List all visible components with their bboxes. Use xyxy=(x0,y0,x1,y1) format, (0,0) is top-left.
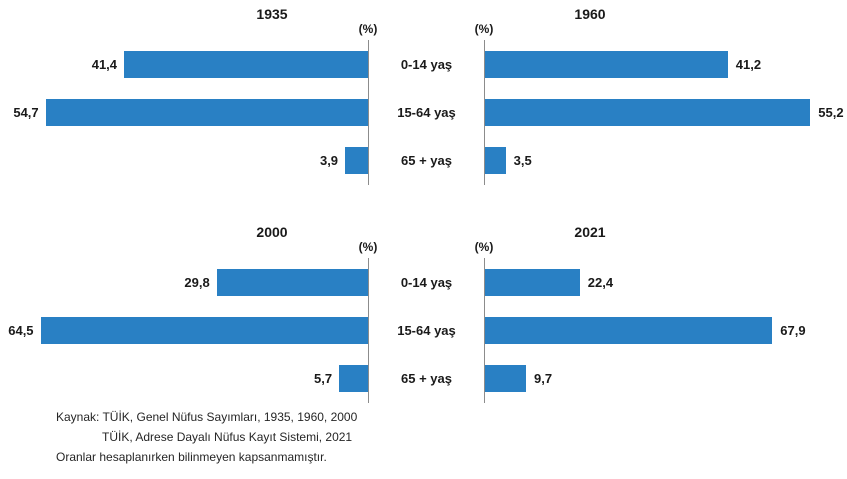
source-line-1: Kaynak: TÜİK, Genel Nüfus Sayımları, 193… xyxy=(56,410,358,424)
percent-axis-label: (%) xyxy=(358,240,378,254)
age-group-labels: 0-14 yaş 15-64 yaş 65 + yaş xyxy=(369,40,484,195)
axis-line xyxy=(368,40,369,185)
bar-row: 3,5 xyxy=(485,147,815,174)
bar-row: 9,7 xyxy=(485,365,815,392)
bar-row: 22,4 xyxy=(485,269,815,296)
value-label: 22,4 xyxy=(587,275,614,290)
plot-2021: 22,4 67,9 9,7 xyxy=(485,258,815,413)
bar-row: 41,2 xyxy=(485,51,815,78)
bar-2000-15-64 yaş xyxy=(40,317,368,344)
percent-axis-label: (%) xyxy=(474,22,494,36)
value-label: 3,9 xyxy=(319,153,339,168)
age-group-label: 0-14 yaş xyxy=(400,57,453,72)
value-label: 54,7 xyxy=(13,105,39,120)
bar-2000-65 + yaş xyxy=(339,365,368,392)
bar-row: 29,8 xyxy=(38,269,368,296)
age-group-label: 65 + yaş xyxy=(401,371,452,386)
bar-1935-65 + yaş xyxy=(345,147,368,174)
value-label: 9,7 xyxy=(534,371,553,386)
bar-row: 41,4 xyxy=(38,51,368,78)
value-label: 41,2 xyxy=(735,57,762,72)
value-label: 67,9 xyxy=(780,323,806,338)
bar-1960-65 + yaş xyxy=(485,147,506,174)
bar-row: 54,7 xyxy=(13,99,368,126)
bar-row: 3,9 xyxy=(38,147,368,174)
age-group-label: 15-64 yaş xyxy=(397,105,456,120)
percent-axis-label: (%) xyxy=(474,240,494,254)
bar-1935-0-14 yaş xyxy=(124,51,368,78)
bar-row: 5,7 xyxy=(38,365,368,392)
bar-2021-15-64 yaş xyxy=(485,317,773,344)
value-label: 41,4 xyxy=(91,57,118,72)
chart-title-1935: 1935 xyxy=(256,6,288,22)
bar-1960-0-14 yaş xyxy=(485,51,728,78)
chart-title-2021: 2021 xyxy=(574,224,606,240)
plot-1935: 41,4 54,7 3,9 xyxy=(13,40,368,195)
plot-1960: 41,2 55,2 3,5 xyxy=(485,40,844,195)
axis-line xyxy=(484,258,485,403)
percent-axis-label: (%) xyxy=(358,22,378,36)
chart-title-1960: 1960 xyxy=(574,6,606,22)
source-note: Kaynak: TÜİK, Genel Nüfus Sayımları, 193… xyxy=(56,407,357,467)
bar-row: 55,2 xyxy=(485,99,844,126)
value-label: 55,2 xyxy=(818,105,844,120)
value-label: 64,5 xyxy=(8,323,34,338)
value-label: 29,8 xyxy=(184,275,210,290)
age-group-label: 0-14 yaş xyxy=(400,275,453,290)
bar-2000-0-14 yaş xyxy=(216,269,368,296)
bar-1960-15-64 yaş xyxy=(485,99,811,126)
bar-row: 64,5 xyxy=(8,317,368,344)
bar-row: 67,9 xyxy=(485,317,815,344)
axis-line xyxy=(484,40,485,185)
bar-2021-0-14 yaş xyxy=(485,269,580,296)
age-group-label: 15-64 yaş xyxy=(397,323,456,338)
source-line-2: TÜİK, Adrese Dayalı Nüfus Kayıt Sistemi,… xyxy=(102,430,353,444)
source-line-3: Oranlar hesaplanırken bilinmeyen kapsanm… xyxy=(56,450,327,464)
axis-line xyxy=(368,258,369,403)
chart-section-bottom: 2000 (%) 29,8 64,5 5,7 2021 (%) 22,4 67,9 9,7 0-14… xyxy=(0,218,847,423)
chart-title-2000: 2000 xyxy=(256,224,288,240)
age-group-label: 65 + yaş xyxy=(401,153,452,168)
bar-1935-15-64 yaş xyxy=(45,99,368,126)
value-label: 5,7 xyxy=(313,371,333,386)
age-group-labels: 0-14 yaş 15-64 yaş 65 + yaş xyxy=(369,258,484,413)
plot-2000: 29,8 64,5 5,7 xyxy=(8,258,368,413)
bar-2021-65 + yaş xyxy=(485,365,527,392)
value-label: 3,5 xyxy=(513,153,532,168)
chart-section-top: 1935 (%) 41,4 54,7 3,9 1960 (%) 41,2 55,2 3,5 0-14… xyxy=(0,0,847,205)
